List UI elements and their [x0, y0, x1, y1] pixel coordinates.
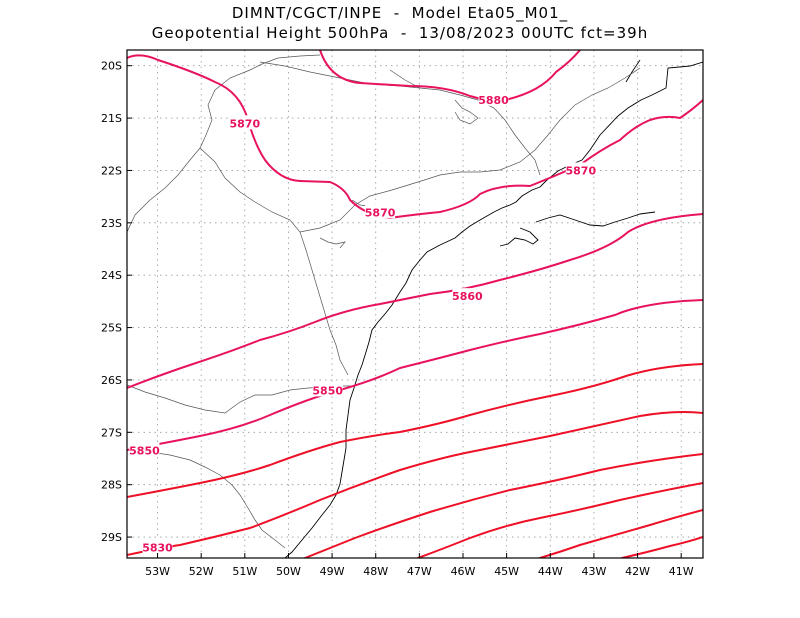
gridlines [127, 50, 703, 558]
y-tick-label: 29S [101, 531, 122, 544]
contour-5880-line [319, 50, 581, 102]
x-axis: 53W 52W 51W 50W 49W 48W 47W 46W 45W 44W 43W 42W 41W [145, 553, 694, 578]
contour-label: 5870 [230, 117, 261, 130]
contour-5860-line [127, 213, 703, 389]
contour-label-background [478, 91, 509, 106]
contour-label: 5870 [365, 206, 396, 219]
contour-label: 5850 [129, 445, 160, 458]
y-tick-label: 22S [101, 164, 122, 177]
contour-label-background [312, 382, 343, 397]
y-tick-label: 26S [101, 374, 122, 387]
x-tick-label: 45W [494, 565, 519, 578]
y-tick-label: 24S [101, 269, 122, 282]
contour-5850-line [127, 299, 703, 451]
contour-label: 5880 [478, 94, 509, 107]
x-tick-label: 50W [276, 565, 301, 578]
x-tick-label: 46W [451, 565, 476, 578]
y-tick-label: 23S [101, 217, 122, 230]
contour-5800-line [539, 509, 703, 558]
contour-label: 5850 [312, 384, 343, 397]
contour-label: 5830 [142, 542, 173, 555]
x-tick-label: 44W [538, 565, 563, 578]
contour-5820-line [304, 453, 703, 558]
y-tick-label: 20S [101, 60, 122, 73]
contour-label-background [365, 204, 396, 219]
contour-label-background [129, 442, 160, 457]
contour-5830-line [127, 411, 703, 556]
x-tick-label: 51W [232, 565, 257, 578]
x-tick-label: 43W [581, 565, 606, 578]
contour-5870-line [127, 54, 703, 219]
contour-label-background [142, 539, 173, 554]
x-tick-label: 47W [407, 565, 432, 578]
contour-label-background [229, 115, 260, 130]
chart-title-line1: DIMNT/CGCT/INPE - Model Eta05_M01_ [231, 4, 569, 22]
contour-5790-line [621, 536, 703, 558]
contour-label: 5860 [452, 290, 483, 303]
x-tick-label: 41W [669, 565, 694, 578]
coastline [284, 59, 703, 558]
state-borders [127, 54, 641, 549]
chart-title-line2: Geopotential Height 500hPa - 13/08/2023 … [151, 24, 649, 42]
contour-5840-line [127, 363, 703, 498]
contour-label: 5870 [566, 164, 597, 177]
x-tick-label: 53W [145, 565, 170, 578]
contour-label-background [452, 288, 483, 303]
map-frame [126, 49, 704, 559]
y-tick-label: 28S [101, 479, 122, 492]
x-tick-label: 52W [189, 565, 214, 578]
x-tick-label: 42W [625, 565, 650, 578]
contour-5810-line [417, 482, 703, 558]
y-tick-label: 21S [101, 112, 122, 125]
y-axis: 20S 21S 22S 23S 24S 25S 26S 27S 28S 29S [101, 60, 132, 544]
x-tick-label: 48W [363, 565, 388, 578]
contour-label-background [565, 162, 596, 177]
x-tick-label: 49W [320, 565, 345, 578]
y-tick-label: 27S [101, 426, 122, 439]
y-tick-label: 25S [101, 322, 122, 335]
contour-labels: 5880 5870 5870 5870 5860 5850 5850 5830 [129, 91, 597, 555]
